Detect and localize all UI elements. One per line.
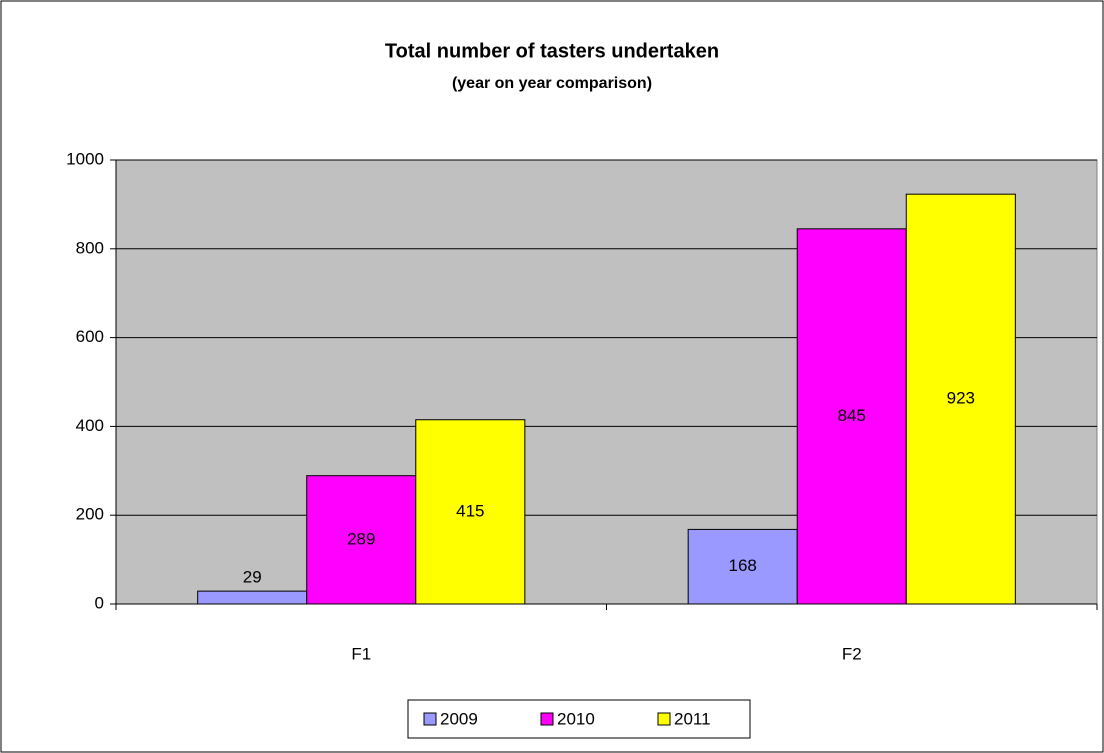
legend-swatch xyxy=(657,712,671,726)
x-tick-label: F1 xyxy=(351,644,371,663)
bar xyxy=(905,193,1016,605)
bar xyxy=(415,419,526,605)
chart-subtitle: (year on year comparison) xyxy=(452,75,652,92)
legend-label: 2010 xyxy=(557,709,595,728)
legend-label: 2009 xyxy=(440,709,478,728)
data-label: 845 xyxy=(838,406,866,425)
x-tick-label: F2 xyxy=(842,644,862,663)
bar xyxy=(306,475,417,605)
y-tick-label: 1000 xyxy=(66,149,104,168)
data-label: 29 xyxy=(243,568,262,587)
bar xyxy=(197,590,308,605)
y-tick-label: 0 xyxy=(95,593,104,612)
legend-box xyxy=(407,699,751,739)
data-label: 415 xyxy=(456,501,484,520)
data-label: 923 xyxy=(947,389,975,408)
bar xyxy=(796,228,907,605)
y-tick-label: 400 xyxy=(76,416,104,435)
data-label: 289 xyxy=(347,529,375,548)
data-label: 168 xyxy=(729,556,757,575)
y-tick-label: 200 xyxy=(76,505,104,524)
y-tick-label: 600 xyxy=(76,327,104,346)
chart-title: Total number of tasters undertaken xyxy=(385,40,719,62)
legend-swatch xyxy=(540,712,554,726)
legend-label: 2011 xyxy=(674,709,711,728)
legend-swatch xyxy=(423,712,437,726)
y-tick-label: 800 xyxy=(76,238,104,257)
